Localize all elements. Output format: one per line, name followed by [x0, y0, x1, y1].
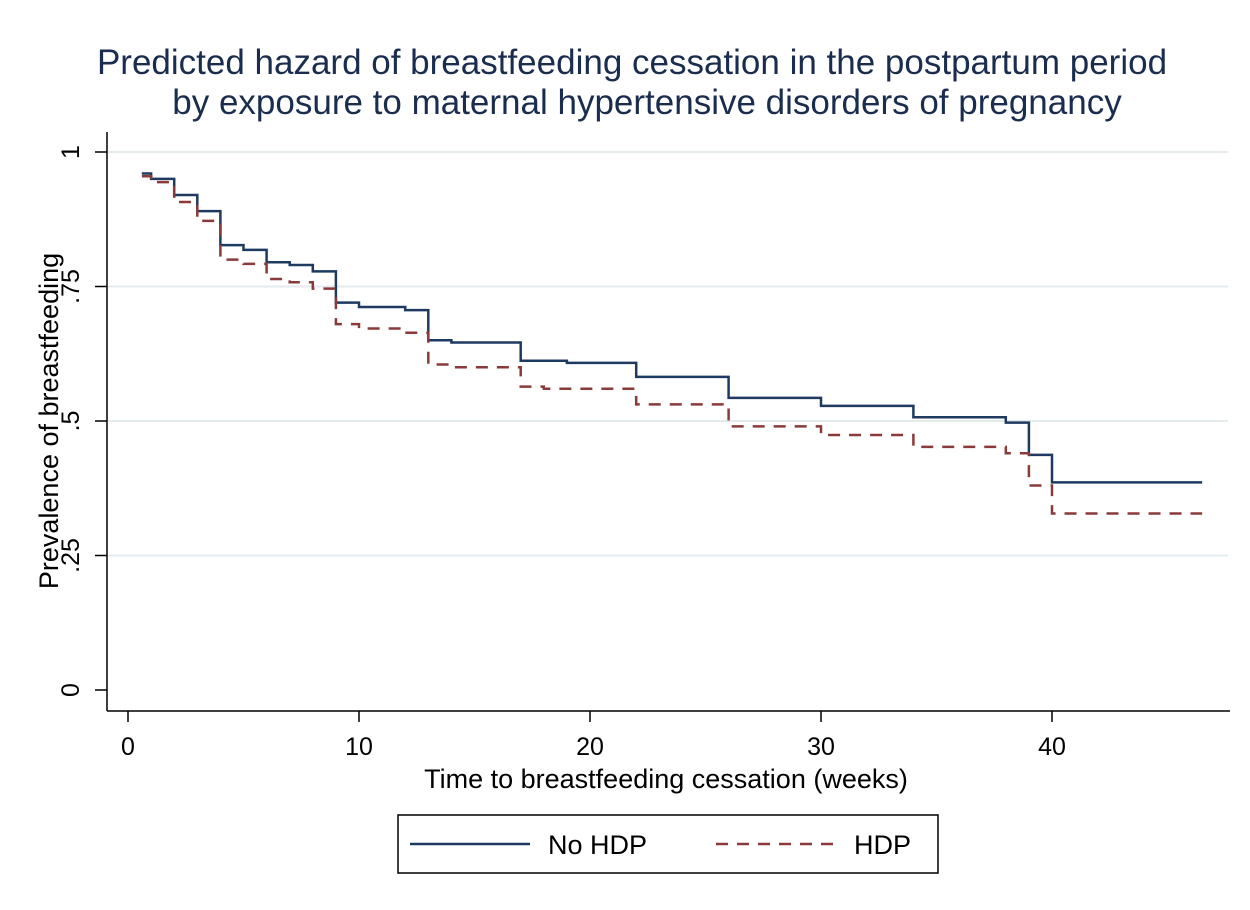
y-tick-label: .5: [57, 411, 85, 432]
x-tick-label: 30: [807, 733, 835, 761]
y-axis-title: Prevalence of breastfeeding: [34, 253, 64, 589]
x-tick-label: 10: [345, 733, 373, 761]
series-layer: [141, 172, 1203, 515]
gridlines: [108, 151, 1228, 557]
y-tick-label: .75: [57, 269, 85, 304]
x-axis-ticks: 0 10 20 30 40: [121, 711, 1066, 761]
x-tick-label: 0: [121, 733, 135, 761]
x-axis-title: Time to breastfeeding cessation (weeks): [424, 764, 908, 794]
x-tick-label: 20: [576, 733, 604, 761]
y-tick-label: .25: [57, 538, 85, 573]
chart-title-line-2: by exposure to maternal hypertensive dis…: [172, 83, 1122, 122]
series-line-no-hdp: [141, 172, 1203, 484]
y-tick-label: 1: [57, 145, 85, 159]
series-line-hdp: [141, 174, 1203, 515]
legend-label-no-hdp: No HDP: [548, 830, 647, 860]
legend-label-hdp: HDP: [854, 830, 911, 860]
chart-title-line-1: Predicted hazard of breastfeeding cessat…: [97, 43, 1167, 82]
legend: No HDP HDP: [397, 814, 939, 874]
x-tick-label: 40: [1038, 733, 1066, 761]
y-tick-label: 0: [57, 683, 85, 697]
y-axis-ticks: 0 .25 .5 .75 1: [57, 145, 107, 697]
